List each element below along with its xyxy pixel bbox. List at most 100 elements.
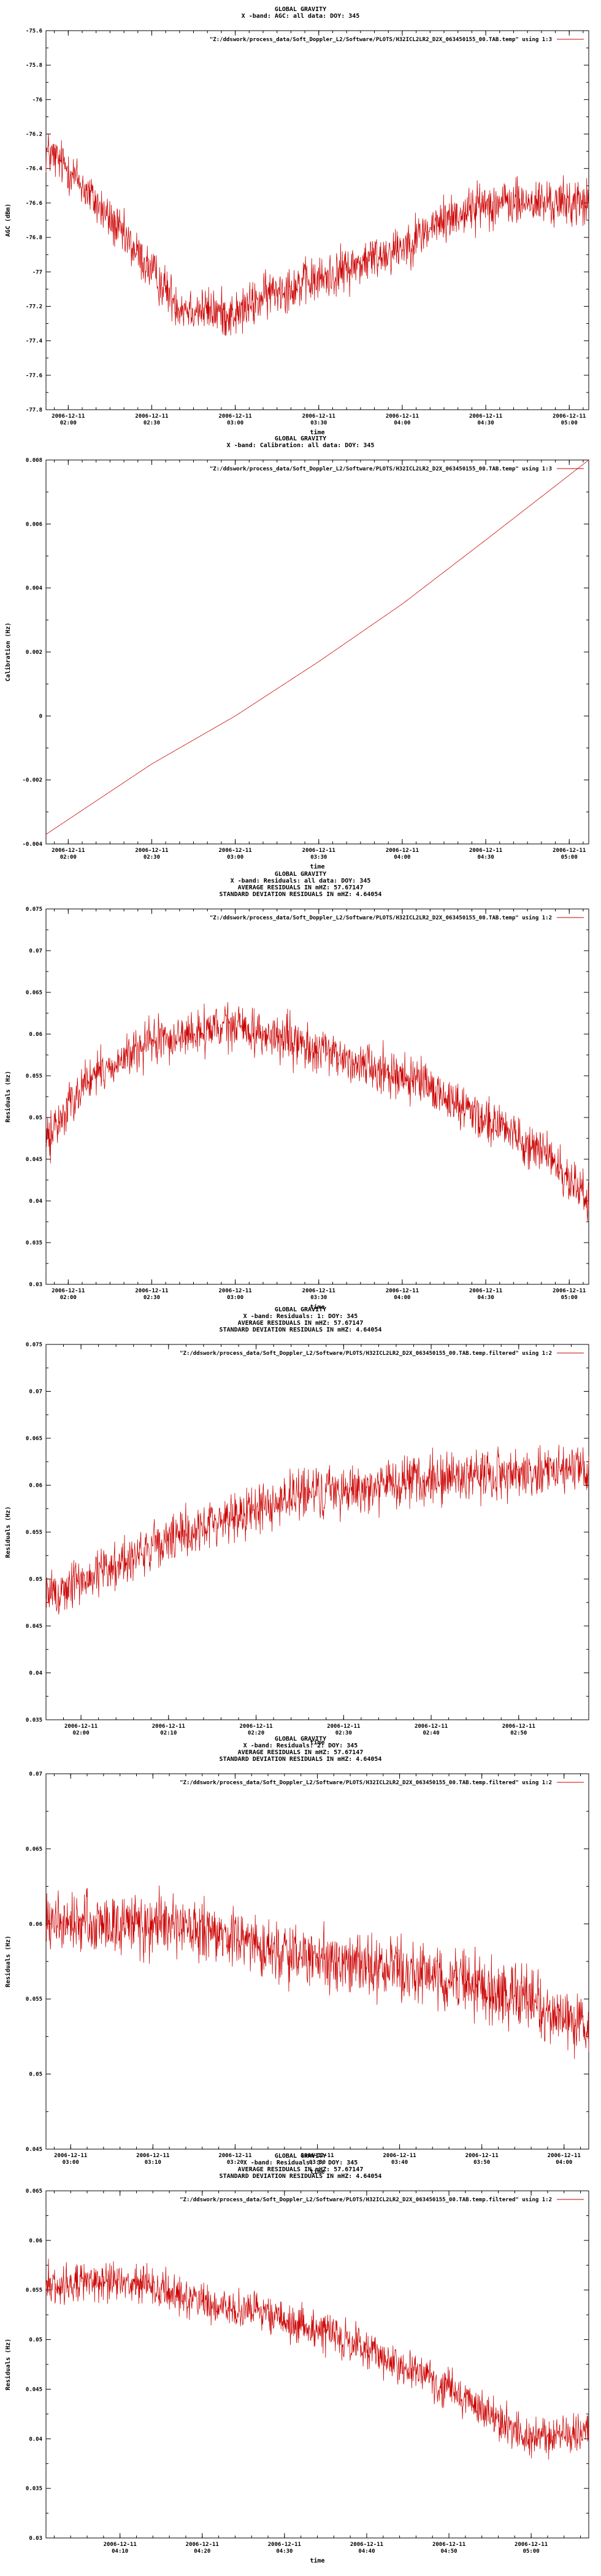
x-tick-label-date: 2006-12-11 [469,413,502,420]
y-tick-label: -75.8 [26,63,42,69]
y-tick-label: -77.6 [26,373,42,379]
x-tick-label-date: 2006-12-11 [219,413,252,420]
x-tick-label-date: 2006-12-11 [300,2153,334,2159]
legend: "Z:/ddswork/process_data/Soft_Doppler_L2… [210,466,584,472]
x-axis-label: time [310,2168,324,2175]
x-tick-label-date: 2006-12-11 [386,1288,419,1294]
chart-svg: 0.075 0.07 0.065 0.06 0.055 0.05 0.045 0.04 0.03… [4,1342,589,1746]
plot-frame [45,2190,589,2539]
y-tick-label: -77.4 [26,339,43,345]
x-tick-label-date: 2006-12-11 [135,413,168,420]
series-line [45,1885,589,2060]
y-tick-label: 0 [39,713,42,719]
x-tick-label-time: 02:10 [160,1730,177,1736]
x-tick-label-date: 2006-12-11 [548,2153,581,2159]
y-tick-label: 0.065 [26,990,42,996]
x-tick-label-time: 02:30 [144,1295,160,1301]
chart-title: GLOBAL GRAVITY [274,435,327,442]
y-tick-label: -0.004 [22,841,42,848]
y-axis-label: Residuals (Hz) [4,1071,12,1122]
legend: "Z:/ddswork/process_data/Soft_Doppler_L2… [180,2196,584,2203]
chart-subtitle: STANDARD DEVIATION RESIDUALS IN mHZ: 4.6… [219,891,382,898]
y-tick-label: 0.05 [29,2072,42,2078]
x-tick-label-time: 02:00 [60,854,77,861]
x-tick-label-time: 03:20 [227,2160,243,2166]
y-tick-label: 0.05 [29,1577,42,1583]
y-tick-label: 0.075 [26,1342,42,1348]
x-tick-label-date: 2006-12-11 [515,2542,548,2548]
y-tick-label: 0.04 [29,2436,42,2442]
y-tick-label: -76.2 [26,132,42,138]
x-tick-label-date: 2006-12-11 [239,1723,272,1730]
legend-entry: "Z:/ddswork/process_data/Soft_Doppler_L2… [180,2196,552,2203]
x-tick-label-time: 02:20 [248,1730,264,1736]
legend: "Z:/ddswork/process_data/Soft_Doppler_L2… [180,1350,584,1357]
chart-panel: GLOBAL GRAVITY X -band: Residuals: 2: DOY… [0,1736,601,2185]
x-tick-label-date: 2006-12-11 [469,1288,502,1294]
x-tick-label-date: 2006-12-11 [104,2542,137,2548]
x-tick-label-date: 2006-12-11 [553,413,586,420]
x-tick-label-time: 03:00 [227,420,243,426]
y-tick-label: 0.06 [29,1922,42,1928]
plot-frame [45,1344,589,1720]
y-tick-label: 0.002 [26,650,42,656]
x-tick-label-date: 2006-12-11 [136,2153,169,2159]
x-tick-label-time: 05:00 [561,854,578,861]
y-tick-label: -76 [33,97,42,103]
y-tick-label: 0.055 [26,1073,42,1079]
x-tick-label-date: 2006-12-11 [386,413,419,420]
x-axis-label: time [310,2557,324,2564]
legend: "Z:/ddswork/process_data/Soft_Doppler_L2… [210,36,584,43]
x-tick-label-date: 2006-12-11 [386,848,419,854]
x-tick-label-time: 05:00 [561,420,578,426]
plot-frame [45,908,589,1285]
plot-frame [45,459,589,845]
y-tick-label: -76.4 [26,166,43,172]
series-line [45,459,589,835]
x-tick-label-time: 02:50 [510,1730,527,1736]
x-tick-label-time: 03:40 [391,2160,408,2166]
y-tick-label: 0.035 [26,1717,42,1723]
y-tick-label: 0.045 [26,2147,42,2153]
legend-entry: "Z:/ddswork/process_data/Soft_Doppler_L2… [210,36,552,43]
x-tick-label-time: 04:10 [112,2548,128,2555]
x-tick-label-time: 05:00 [523,2548,540,2555]
chart-svg: 0.065 0.06 0.055 0.05 0.045 0.04 0.035 0.03 2006… [4,2188,589,2564]
x-tick-label-date: 2006-12-11 [219,848,252,854]
x-tick-label-date: 2006-12-11 [135,848,168,854]
chart-subtitle: X -band: Calibration: all data: DOY: 345 [226,442,375,449]
y-tick-label: 0.06 [29,1483,42,1489]
chart-svg: -75.6 -75.8 -76 -76.2 -76.4 -76.6 -76.8 -77 -77.… [5,28,589,436]
x-tick-label-date: 2006-12-11 [469,848,502,854]
x-tick-label-time: 02:00 [60,420,77,426]
y-tick-label: 0.07 [29,948,42,954]
x-axis-label: time [310,429,324,436]
chart-subtitle: X -band: Residuals: 2: DOY: 345 [243,1742,358,1749]
x-tick-label-time: 04:00 [556,2160,572,2166]
x-tick-label-date: 2006-12-11 [52,1288,85,1294]
y-tick-label: 0.006 [26,521,42,527]
y-tick-label: 0.055 [26,2288,42,2294]
x-tick-label-time: 04:30 [478,420,494,426]
x-tick-label-time: 02:40 [423,1730,440,1736]
x-tick-label-date: 2006-12-11 [327,1723,360,1730]
chart-subtitle: X -band: Residuals: all data: DOY: 345 [230,878,371,884]
series-line [45,1002,589,1221]
y-axis-label: Residuals (Hz) [4,1506,12,1558]
x-tick-label-date: 2006-12-11 [415,1723,448,1730]
chart-title: GLOBAL GRAVITY [274,2153,327,2160]
series-line [45,133,589,336]
x-tick-label-time: 04:00 [394,854,410,861]
chart-panel: GLOBAL GRAVITY X -band: Residuals: 3: DOY… [0,2153,601,2575]
legend: "Z:/ddswork/process_data/Soft_Doppler_L2… [210,914,584,921]
legend-entry: "Z:/ddswork/process_data/Soft_Doppler_L2… [210,914,552,921]
x-tick-label-time: 04:30 [478,854,494,861]
y-tick-label: 0.065 [26,1436,42,1442]
x-tick-label-time: 03:30 [310,420,327,426]
chart-panel: GLOBAL GRAVITY X -band: Residuals: all da… [0,871,601,1321]
legend: "Z:/ddswork/process_data/Soft_Doppler_L2… [180,1779,584,1786]
legend-entry: "Z:/ddswork/process_data/Soft_Doppler_L2… [180,1350,552,1357]
x-tick-label-date: 2006-12-11 [152,1723,185,1730]
x-tick-label-time: 03:50 [473,2160,490,2166]
y-tick-label: 0.065 [26,1846,42,1852]
